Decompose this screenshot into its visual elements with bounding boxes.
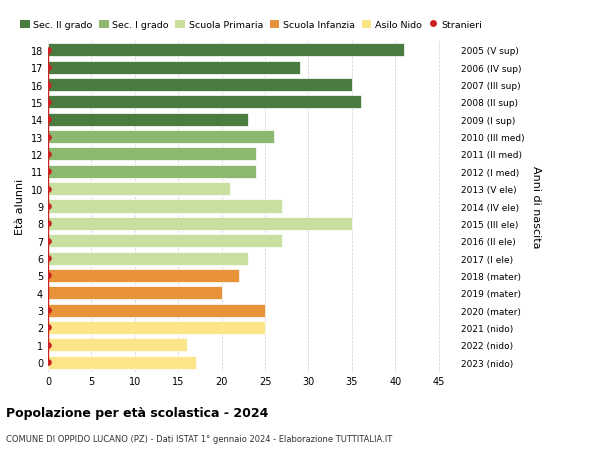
Bar <box>48 356 196 369</box>
Point <box>43 220 53 228</box>
Bar <box>48 96 361 109</box>
Point <box>43 47 53 55</box>
Legend: Sec. II grado, Sec. I grado, Scuola Primaria, Scuola Infanzia, Asilo Nido, Stran: Sec. II grado, Sec. I grado, Scuola Prim… <box>20 21 482 30</box>
Point <box>43 203 53 210</box>
Bar <box>48 338 187 352</box>
Bar <box>48 321 265 334</box>
Bar <box>48 235 283 248</box>
Bar <box>48 113 248 127</box>
Point <box>43 307 53 314</box>
Point <box>43 82 53 89</box>
Bar <box>48 148 256 161</box>
Bar <box>48 218 352 230</box>
Point <box>43 272 53 280</box>
Point <box>43 168 53 176</box>
Point <box>43 255 53 262</box>
Bar <box>48 286 221 300</box>
Point <box>43 99 53 106</box>
Text: Popolazione per età scolastica - 2024: Popolazione per età scolastica - 2024 <box>6 406 268 419</box>
Bar <box>48 200 283 213</box>
Point <box>43 117 53 124</box>
Text: COMUNE DI OPPIDO LUCANO (PZ) - Dati ISTAT 1° gennaio 2024 - Elaborazione TUTTITA: COMUNE DI OPPIDO LUCANO (PZ) - Dati ISTA… <box>6 434 392 443</box>
Bar <box>48 183 230 196</box>
Point <box>43 64 53 72</box>
Point <box>43 134 53 141</box>
Point <box>43 324 53 331</box>
Bar <box>48 45 404 57</box>
Point <box>43 237 53 245</box>
Bar <box>48 252 248 265</box>
Point <box>43 358 53 366</box>
Bar <box>48 304 265 317</box>
Point <box>43 151 53 158</box>
Bar <box>48 79 352 92</box>
Bar <box>48 165 256 179</box>
Point <box>43 185 53 193</box>
Bar <box>48 62 300 75</box>
Bar <box>48 131 274 144</box>
Y-axis label: Anni di nascita: Anni di nascita <box>531 165 541 248</box>
Bar <box>48 269 239 282</box>
Y-axis label: Età alunni: Età alunni <box>15 179 25 235</box>
Point <box>43 341 53 349</box>
